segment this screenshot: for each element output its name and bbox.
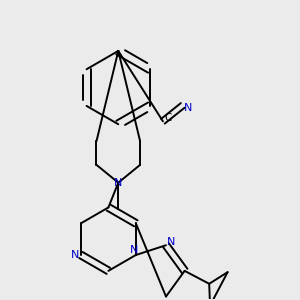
Text: N: N xyxy=(167,237,175,247)
Text: N: N xyxy=(184,103,192,113)
Text: N: N xyxy=(114,178,122,188)
Text: N: N xyxy=(71,250,79,260)
Text: N: N xyxy=(130,245,138,255)
Text: C: C xyxy=(164,113,172,123)
